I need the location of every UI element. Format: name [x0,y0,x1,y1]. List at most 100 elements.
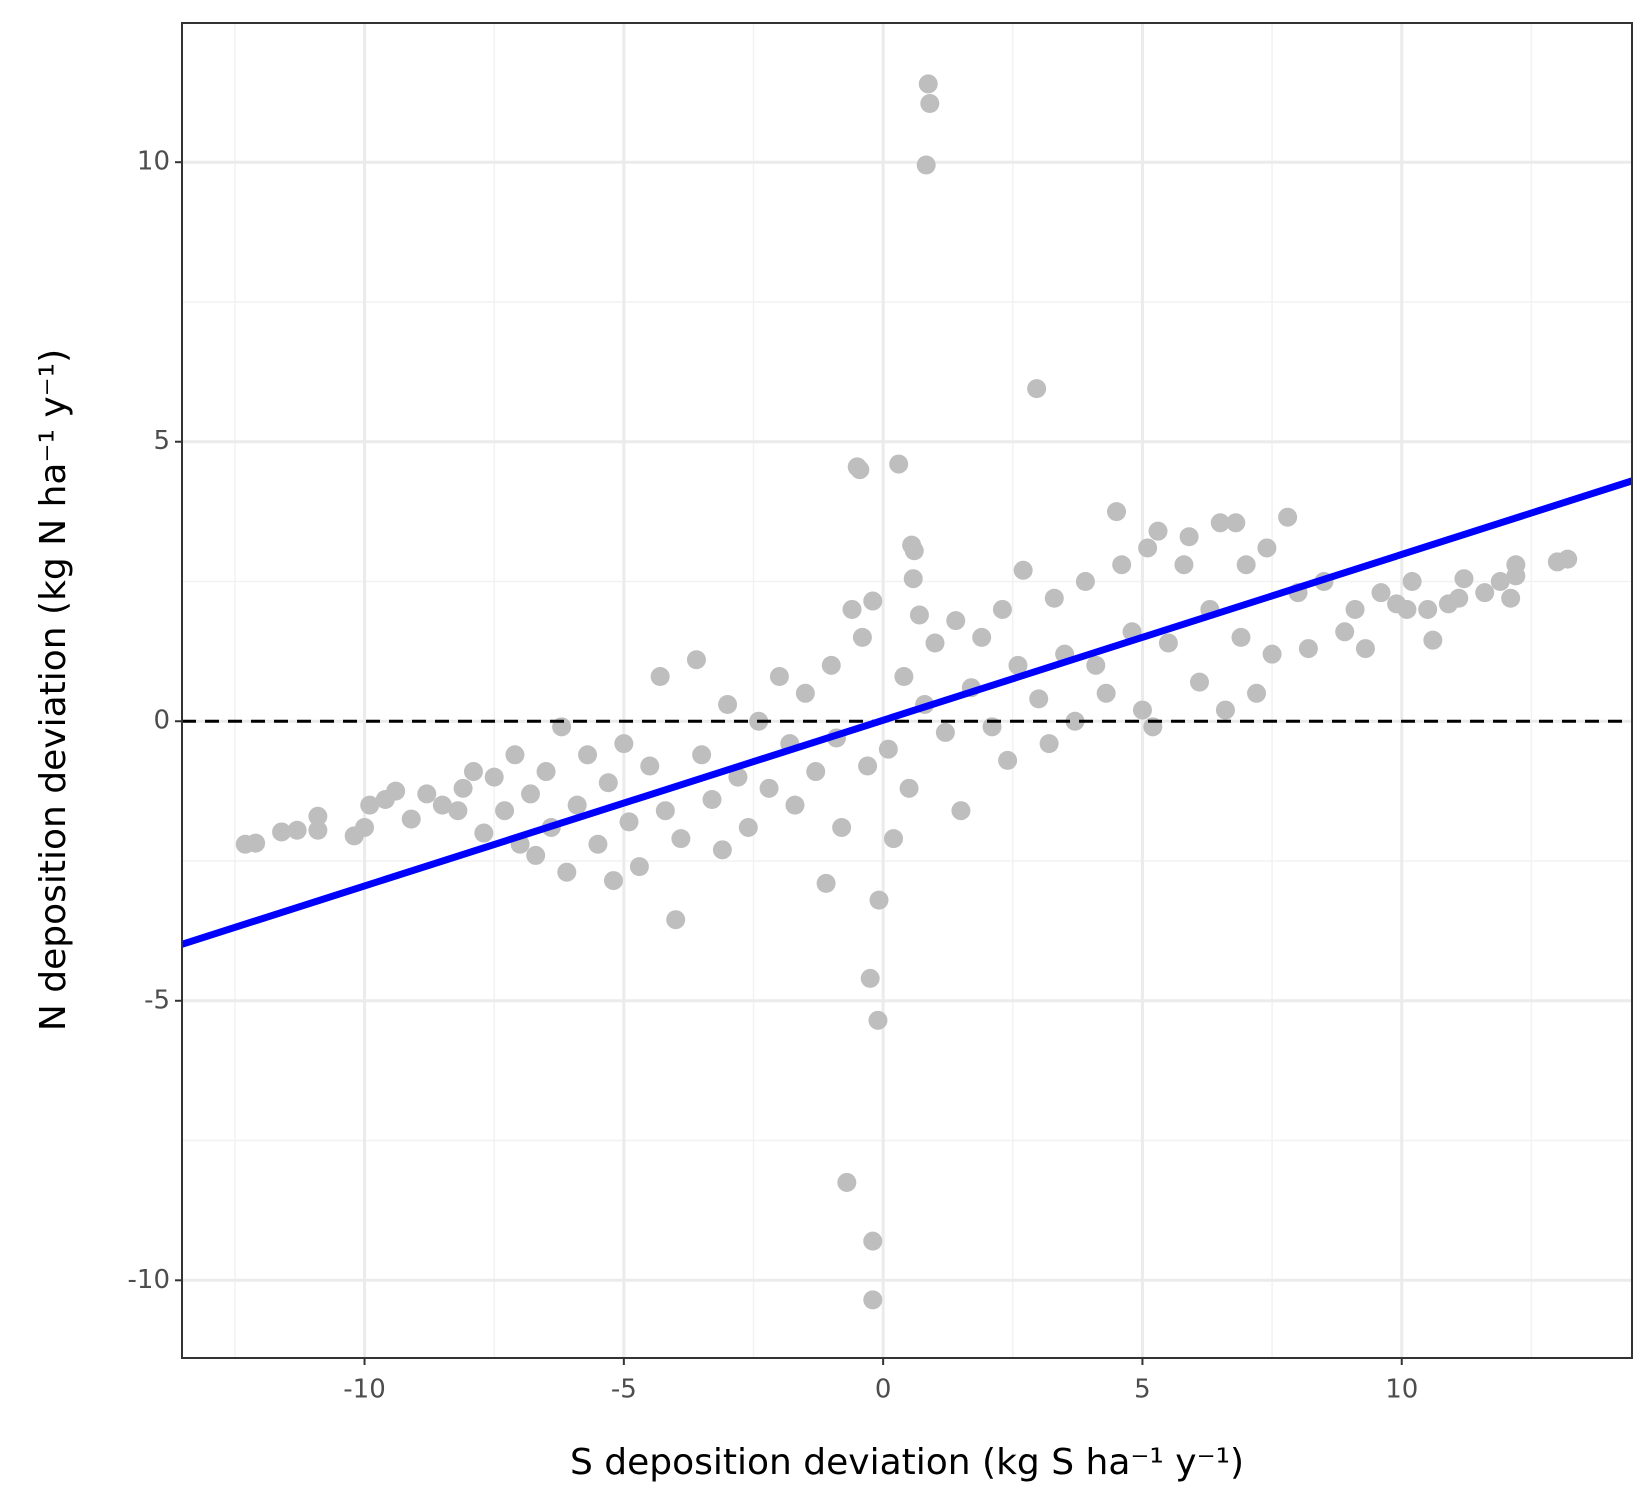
point [1029,689,1049,709]
point [495,801,515,821]
point [1112,555,1132,575]
point [1075,571,1095,591]
point [360,795,380,815]
point [842,599,862,619]
point [1501,588,1521,608]
point [1418,599,1438,619]
regression-line [180,477,1634,948]
point [759,778,779,798]
point [448,801,468,821]
point [287,820,307,840]
x-tick-label: 10 [1385,1375,1418,1405]
point [850,460,870,480]
point [821,655,841,675]
point [536,762,556,782]
point [837,1172,857,1192]
point [738,817,758,837]
point [920,94,940,114]
point [878,739,898,759]
point [640,756,660,776]
point [832,817,852,837]
point [1475,583,1495,603]
y-axis-title: N deposition deviation (kg N ha⁻¹ y⁻¹) [33,349,74,1031]
point [588,834,608,854]
point [1132,700,1152,720]
point [578,745,598,765]
point [860,968,880,988]
point [1210,513,1230,533]
point [272,822,292,842]
point [935,722,955,742]
point [655,801,675,821]
point [692,745,712,765]
point [972,627,992,647]
point [463,762,483,782]
point [386,781,406,801]
point [614,734,634,754]
point [889,454,909,474]
point [401,809,421,829]
point [925,633,945,653]
point [520,784,540,804]
point [474,823,494,843]
point [1490,571,1510,591]
x-tick-label: -5 [611,1375,637,1405]
point [1247,683,1267,703]
point [863,591,883,611]
panel-border [181,22,1633,1359]
point [992,599,1012,619]
point [1236,555,1256,575]
point [1226,513,1246,533]
point [246,833,266,853]
point [1345,599,1365,619]
y-tick-label: 10 [137,147,170,177]
point [484,767,504,787]
point [916,155,936,175]
point [946,611,966,631]
point [432,795,452,815]
point [1402,571,1422,591]
point [918,74,938,94]
point [1298,639,1318,659]
point [629,857,649,877]
point [1179,527,1199,547]
point [1558,549,1578,569]
point [1148,521,1168,541]
point [1096,683,1116,703]
point [1107,502,1127,522]
point [505,745,525,765]
x-tick-label: 0 [875,1375,892,1405]
point [1278,507,1298,527]
point [785,795,805,815]
point [1423,630,1443,650]
point [1335,622,1355,642]
point [567,795,587,815]
point [1262,644,1282,664]
point [702,790,722,810]
point [903,569,923,589]
point [728,767,748,787]
point [308,806,328,826]
point [1506,555,1526,575]
point [1027,379,1047,399]
point [1231,627,1251,647]
point [718,694,738,714]
point [1158,633,1178,653]
point [1397,599,1417,619]
point [453,778,473,798]
point [526,845,546,865]
point [603,871,623,891]
point [1044,588,1064,608]
point [894,667,914,687]
point [852,627,872,647]
point [598,773,618,793]
point [869,890,889,910]
point [1189,672,1209,692]
x-tick-label: -10 [343,1375,385,1405]
point [712,840,732,860]
point [998,750,1018,770]
point [686,650,706,670]
point [1371,583,1391,603]
point [355,817,375,837]
